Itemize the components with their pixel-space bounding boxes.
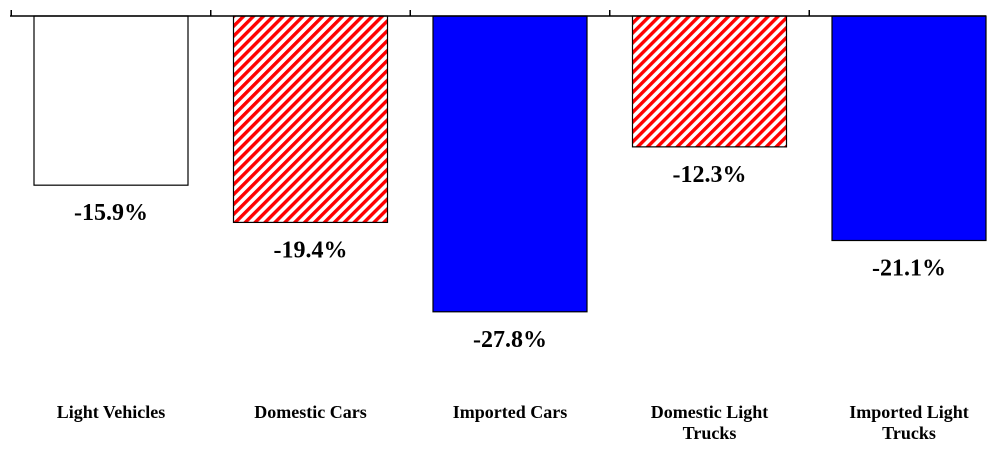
category-label-imported-cars: Imported Cars: [453, 402, 568, 422]
data-label-domestic-cars: -19.4%: [274, 237, 348, 263]
value-labels: -15.9% -19.4% -27.8% -12.3% -21.1%: [74, 162, 946, 353]
category-label-line: Imported Cars: [453, 402, 568, 422]
data-label-domestic-light-trucks: -12.3%: [673, 162, 747, 188]
category-label-domestic-light-trucks: Domestic Light Trucks: [651, 402, 768, 443]
category-label-light-vehicles: Light Vehicles: [57, 402, 166, 422]
category-label-line: Domestic Light: [651, 402, 768, 422]
data-label-imported-light-trucks: -21.1%: [872, 256, 946, 282]
category-label-line: Imported Light: [849, 402, 969, 422]
category-label-imported-light-trucks: Imported Light Trucks: [849, 402, 969, 443]
bar-imported-cars: [432, 15, 588, 313]
x-axis: [10, 10, 986, 17]
bar-domestic-cars: [232, 15, 389, 224]
category-label-domestic-cars: Domestic Cars: [254, 402, 366, 422]
data-label-light-vehicles: -15.9%: [74, 200, 148, 226]
category-label-line: Domestic Cars: [254, 402, 366, 422]
bars-layer: [33, 15, 987, 313]
bar-light-vehicles: [33, 15, 189, 186]
bar-imported-light-trucks: [831, 15, 987, 242]
bar-domestic-light-trucks: [631, 15, 788, 148]
category-label-line: Trucks: [882, 423, 936, 443]
category-label-line: Light Vehicles: [57, 402, 166, 422]
category-labels: Light Vehicles Domestic Cars Imported Cars…: [57, 402, 969, 443]
category-label-line: Trucks: [683, 423, 737, 443]
data-label-imported-cars: -27.8%: [473, 327, 547, 353]
